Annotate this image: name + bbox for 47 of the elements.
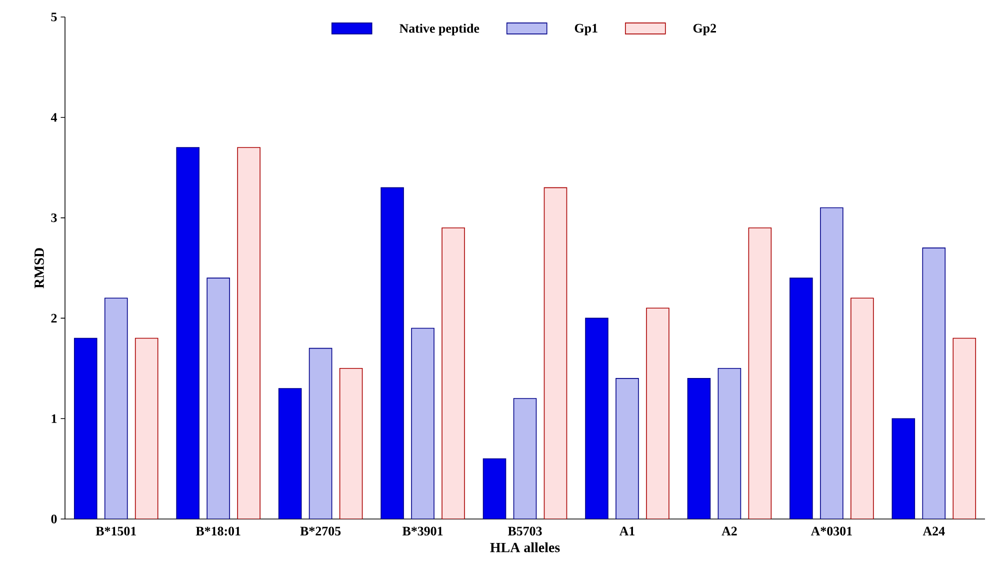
x-tick-label: B*2705 (300, 526, 341, 536)
bar (820, 207, 844, 519)
x-tick-label: A*0301 (810, 526, 852, 536)
bar (176, 147, 200, 519)
bar (718, 368, 742, 519)
x-tick-label: A24 (922, 526, 945, 536)
legend-label: Native peptide (400, 24, 480, 36)
x-tick-label: B*3901 (402, 526, 443, 536)
legend-label: Gp1 (574, 24, 598, 36)
bar (237, 147, 260, 519)
bar (411, 328, 434, 519)
x-tick-label: B*1501 (96, 526, 136, 536)
y-tick-label: 3 (51, 213, 57, 222)
x-tick-label: A1 (619, 526, 634, 536)
bar (544, 187, 568, 519)
y-tick-label: 0 (51, 514, 57, 524)
bar (646, 308, 670, 519)
bar (134, 338, 158, 519)
x-axis-title: HLA alleles (490, 542, 560, 552)
bar (850, 298, 874, 519)
bar (482, 458, 506, 519)
bar (922, 248, 946, 519)
bar (687, 378, 711, 519)
bar (952, 338, 976, 519)
bar (380, 187, 404, 519)
bar (74, 338, 98, 519)
y-tick-label: 2 (51, 314, 57, 322)
bar (748, 227, 772, 519)
bar (339, 368, 363, 519)
y-tick-label: 5 (51, 12, 57, 22)
bar (585, 318, 608, 519)
y-axis-title: RMSD (34, 248, 44, 288)
y-tick-label: 1 (52, 414, 57, 423)
bar (442, 227, 465, 519)
legend-label: Gp2 (693, 24, 716, 36)
x-tick-label: B5703 (508, 526, 542, 536)
bar (104, 298, 128, 519)
x-tick-label: B*18:01 (196, 526, 240, 536)
bar (278, 388, 302, 519)
bar (616, 378, 639, 519)
bar (206, 278, 230, 519)
x-tick-label: A2 (722, 526, 737, 536)
bar (308, 348, 332, 519)
bar (790, 278, 813, 519)
y-tick-label: 4 (50, 113, 57, 122)
bar (513, 398, 537, 519)
bar (892, 418, 916, 519)
